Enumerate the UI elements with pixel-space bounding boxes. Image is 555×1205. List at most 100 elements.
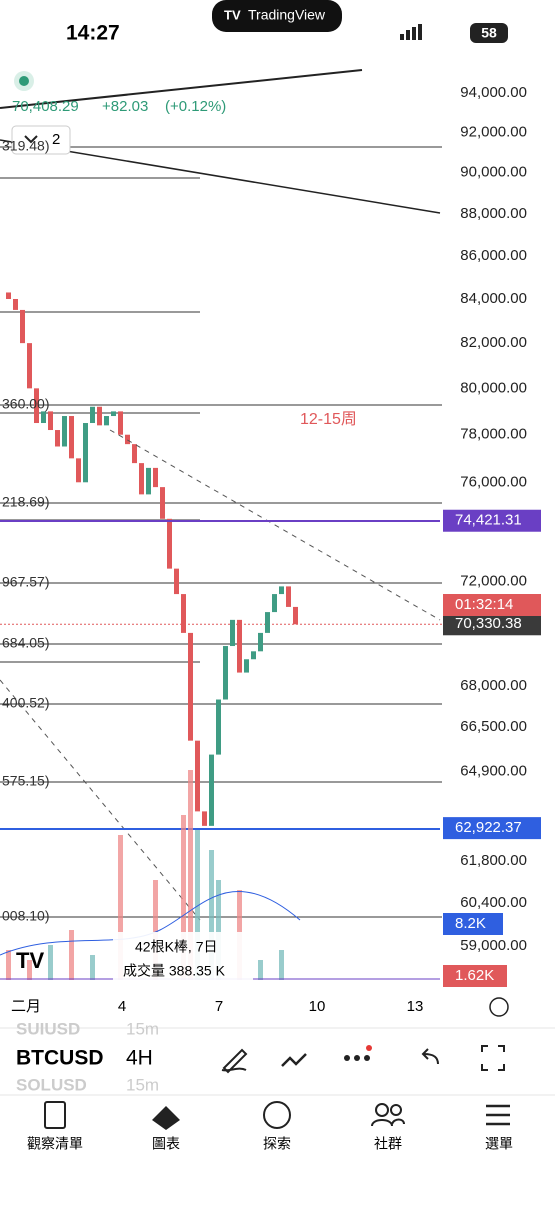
trend-line	[0, 69, 363, 109]
candle	[48, 411, 53, 431]
indicator-toggle[interactable]	[11, 125, 71, 155]
level-label: 360.00)	[2, 396, 49, 412]
candle	[69, 416, 74, 459]
level-label: 967.57)	[2, 574, 49, 590]
tooltip-bars: 42根K棒, 7日	[135, 939, 217, 955]
candle	[188, 632, 193, 741]
candle	[27, 343, 32, 389]
x-tick-label: 7	[215, 998, 223, 1015]
candle	[13, 298, 18, 310]
candle	[258, 632, 263, 652]
candle	[265, 612, 270, 633]
nav-icon	[44, 1101, 66, 1129]
candle	[111, 411, 116, 417]
y-tick-label: 68,000.00	[460, 677, 527, 694]
volume-tag	[443, 913, 503, 935]
y-tick-label: 61,800.00	[460, 852, 527, 869]
y-tick-label: 78,000.00	[460, 426, 527, 443]
nav-label[interactable]: 探索	[263, 1136, 291, 1152]
annotation: 12-15周	[300, 411, 357, 428]
plot	[0, 146, 442, 918]
level-label: 319.48)	[2, 138, 49, 154]
candle	[223, 646, 228, 700]
candle	[146, 467, 151, 495]
y-tick-label: 80,000.00	[460, 379, 527, 396]
undo-icon[interactable]	[421, 1048, 439, 1065]
nav-label[interactable]: 觀察清單	[27, 1136, 83, 1152]
candle	[286, 586, 291, 607]
battery-level: 58	[481, 25, 497, 41]
draw-icon[interactable]	[221, 1048, 248, 1074]
y-tick-label: 76,000.00	[460, 473, 527, 490]
battery	[470, 23, 508, 43]
last-price: 70,408.29	[12, 98, 79, 115]
symbol[interactable]: BTCUSD	[16, 1047, 104, 1070]
volume-tag-label: 1.62K	[455, 967, 494, 984]
candle	[209, 754, 214, 826]
tooltip	[113, 932, 253, 988]
countdown: 01:32:14	[455, 596, 513, 613]
chevron	[24, 135, 38, 144]
y-tick-label: 66,500.00	[460, 718, 527, 735]
price-tag	[443, 613, 541, 636]
y-tick-label: 92,000.00	[460, 123, 527, 140]
signal	[400, 24, 422, 40]
level-label: 008.10)	[2, 908, 49, 924]
app-pill	[212, 0, 342, 32]
app-name: TradingView	[248, 7, 326, 23]
ghost-symbol: SOLUSD	[16, 1075, 87, 1094]
candle	[104, 416, 109, 426]
y-tick-label: 72,000.00	[460, 572, 527, 589]
candle	[90, 406, 95, 424]
y-tick-label: 86,000.00	[460, 247, 527, 264]
volume-ma	[0, 890, 301, 956]
candle	[132, 444, 137, 464]
nav-label[interactable]: 圖表	[152, 1136, 180, 1152]
candle	[62, 416, 67, 447]
price-tag	[443, 817, 541, 840]
y-tick-label: 60,400.00	[460, 894, 527, 911]
nav-icon	[263, 1101, 291, 1129]
nav-icon	[486, 1104, 510, 1126]
y-tick-label: 82,000.00	[460, 334, 527, 351]
y-tick-label: 88,000.00	[460, 205, 527, 222]
y-tick-label: 90,000.00	[460, 164, 527, 181]
fullscreen-icon[interactable]	[481, 1045, 505, 1071]
price-tag-label: 62,922.37	[455, 819, 522, 836]
y-tick-label: 59,000.00	[460, 937, 527, 954]
candle	[97, 406, 102, 426]
candle	[195, 740, 200, 812]
candle	[83, 423, 88, 483]
level-label: 400.52)	[2, 695, 49, 711]
ghost-interval: 15m	[126, 1019, 159, 1038]
settings-icon[interactable]	[489, 997, 509, 1017]
nav-icon	[152, 1106, 180, 1130]
candle	[118, 411, 123, 435]
tools-icon[interactable]	[281, 1053, 307, 1067]
x-tick-label: 13	[407, 998, 424, 1015]
trend-line	[0, 139, 441, 214]
candle	[20, 309, 25, 344]
y-tick-label: 64,900.00	[460, 762, 527, 779]
candle	[76, 458, 81, 483]
price-tag	[443, 509, 541, 532]
countdown-tag	[443, 594, 541, 616]
candle	[279, 586, 284, 595]
candle	[34, 388, 39, 424]
candle	[244, 659, 249, 673]
candle	[41, 411, 46, 424]
more-icon[interactable]	[344, 1045, 372, 1061]
ghost-interval: 15m	[126, 1075, 159, 1094]
candle	[230, 619, 235, 647]
interval[interactable]: 4H	[126, 1047, 153, 1070]
dashed-line	[0, 679, 201, 921]
candle	[237, 619, 242, 673]
nav-label[interactable]: 選單	[485, 1136, 513, 1152]
y-tick-label: 84,000.00	[460, 290, 527, 307]
nav-label[interactable]: 社群	[374, 1136, 402, 1152]
candle	[55, 430, 60, 447]
change: +82.03	[102, 98, 148, 115]
candle	[6, 292, 11, 299]
